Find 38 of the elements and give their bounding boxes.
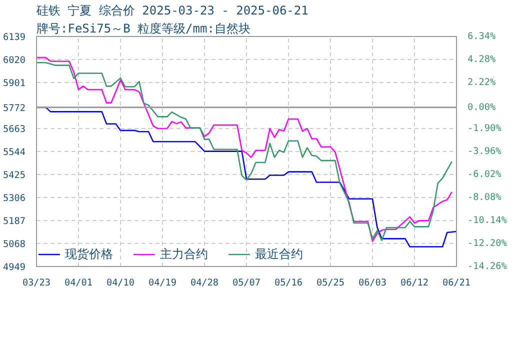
y-tick-label: 4949 bbox=[3, 262, 26, 273]
y-tick-label: 6139 bbox=[3, 32, 26, 43]
x-tick-label: 04/28 bbox=[190, 278, 219, 288]
y-tick-label: 5306 bbox=[3, 193, 26, 204]
x-tick-label: 05/16 bbox=[274, 278, 303, 288]
y-tick-label: 6020 bbox=[3, 55, 26, 66]
x-tick-label: 04/19 bbox=[148, 278, 177, 288]
y-tick-label: 5425 bbox=[3, 170, 26, 181]
y2-tick-label: -10.14% bbox=[468, 215, 508, 226]
y2-tick-label: 0.00% bbox=[468, 102, 496, 113]
y2-tick-label: -14.26% bbox=[468, 261, 508, 272]
x-tick-label: 06/12 bbox=[400, 278, 429, 288]
x-tick-label: 05/25 bbox=[316, 278, 345, 288]
legend-label: 最近合约 bbox=[255, 246, 303, 262]
y2-tick-label: -1.90% bbox=[468, 123, 502, 134]
x-tick-label: 06/21 bbox=[442, 278, 471, 288]
x-tick-label: 04/10 bbox=[106, 278, 135, 288]
x-tick-label: 04/01 bbox=[64, 278, 93, 288]
y-tick-label: 5544 bbox=[3, 147, 26, 158]
y2-tick-label: -3.96% bbox=[468, 146, 502, 157]
legend-label: 现货价格 bbox=[65, 246, 113, 262]
legend-label: 主力合约 bbox=[160, 246, 208, 262]
x-tick-label: 06/03 bbox=[358, 278, 387, 288]
y2-tick-label: -6.02% bbox=[468, 169, 502, 180]
y-tick-label: 5663 bbox=[3, 124, 26, 135]
y2-tick-label: -8.08% bbox=[468, 192, 502, 203]
chart-subtitle: 牌号:FeSi75～B 粒度等级/mm:自然块 bbox=[36, 22, 250, 36]
y-tick-label: 5068 bbox=[3, 239, 26, 250]
y2-tick-label: -12.20% bbox=[468, 238, 508, 249]
y2-tick-label: 2.22% bbox=[468, 77, 496, 88]
y-tick-label: 5187 bbox=[3, 216, 26, 227]
y-tick-label: 5901 bbox=[3, 78, 26, 89]
y2-tick-label: 4.28% bbox=[468, 54, 496, 65]
x-tick-label: 03/23 bbox=[22, 278, 51, 288]
chart-title: 硅铁 宁夏 综合价 2025-03-23 - 2025-06-21 bbox=[36, 4, 308, 18]
y2-tick-label: 6.34% bbox=[468, 31, 496, 42]
x-tick-label: 05/07 bbox=[232, 278, 261, 288]
y-tick-label: 5772 bbox=[3, 102, 26, 114]
